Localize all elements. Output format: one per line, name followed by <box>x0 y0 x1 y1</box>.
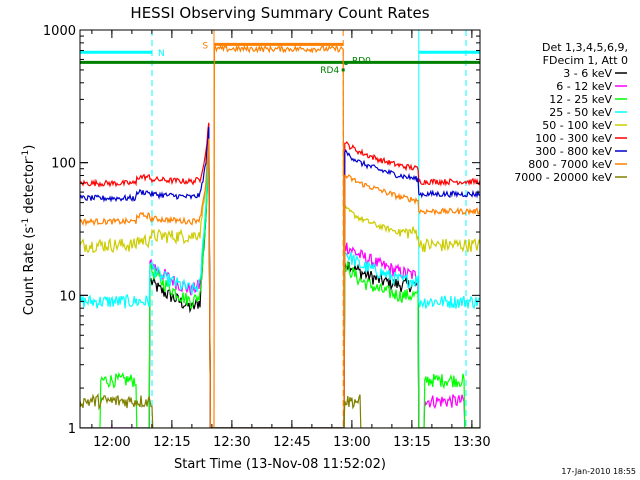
marker-point-1 <box>344 61 348 65</box>
plot-frame <box>79 29 481 429</box>
x-tick-label: 12:30 <box>213 435 250 450</box>
y-axis-title-exp1: -1 <box>21 218 31 227</box>
y-axis-title-prefix: Count Rate (s <box>22 227 37 316</box>
legend-label: 300 - 800 keV <box>535 145 612 158</box>
chart-title: HESSI Observing Summary Count Rates <box>130 4 429 22</box>
series-line-5 <box>80 122 480 428</box>
y-tick-label: 1000 <box>43 24 76 39</box>
legend-label: 12 - 25 keV <box>549 93 612 106</box>
footer-date: 17-Jan-2010 18:55 <box>561 467 636 476</box>
legend-label: 7000 - 20000 keV <box>514 171 612 184</box>
y-tick-label: 100 <box>51 157 76 172</box>
legend-label: 50 - 100 keV <box>542 119 612 132</box>
x-tick-label: 12:15 <box>153 435 190 450</box>
y-axis-title: Count Rate (s-1 detector-1) <box>21 145 37 316</box>
legend-label: 3 - 6 keV <box>563 67 612 80</box>
series-line-2 <box>80 149 480 428</box>
y-axis-title-mid: detector <box>22 158 37 218</box>
marker-label-1: RD0 <box>352 56 371 66</box>
legend-label: 25 - 50 keV <box>549 106 612 119</box>
plot-area: N S RD4 RD0 <box>80 30 480 428</box>
legend-label: 100 - 300 keV <box>535 132 612 145</box>
flag-label-S-bar: S <box>202 41 208 51</box>
series-line-7 <box>80 44 480 428</box>
legend-header: FDecim 1, Att 0 <box>543 54 628 67</box>
y-axis-title-exp2: -1 <box>21 150 31 159</box>
legend-header: Det 1,3,4,5,6,9, <box>542 41 628 54</box>
x-tick-label: 12:00 <box>93 435 130 450</box>
x-axis-title: Start Time (13-Nov-08 11:52:02) <box>174 457 386 472</box>
x-tick-label: 13:30 <box>453 435 490 450</box>
series-line-6 <box>80 126 480 428</box>
series-line-1 <box>80 148 480 428</box>
plot-inner <box>80 30 480 428</box>
marker-label-0: RD4 <box>320 66 339 76</box>
flag-label-SAA-cyan-left: N <box>158 49 165 59</box>
y-axis-title-suffix: ) <box>22 145 37 150</box>
x-tick-label: 13:00 <box>333 435 370 450</box>
legend-label: 800 - 7000 keV <box>528 158 612 171</box>
x-tick-label: 12:45 <box>273 435 310 450</box>
marker-point-0 <box>341 68 345 72</box>
x-tick-label: 13:15 <box>393 435 430 450</box>
y-tick-label: 1 <box>68 422 76 437</box>
series-line-4 <box>80 133 480 428</box>
legend-label: 6 - 12 keV <box>556 80 612 93</box>
series-line-3 <box>80 145 480 428</box>
legend: Det 1,3,4,5,6,9,FDecim 1, Att 03 - 6 keV… <box>514 41 628 184</box>
y-tick-label: 10 <box>59 289 76 304</box>
series-line-8 <box>80 393 480 428</box>
axes: 1 10 100 1000 12:00 12:15 12:30 12:45 13:00 13:15… <box>43 24 491 450</box>
